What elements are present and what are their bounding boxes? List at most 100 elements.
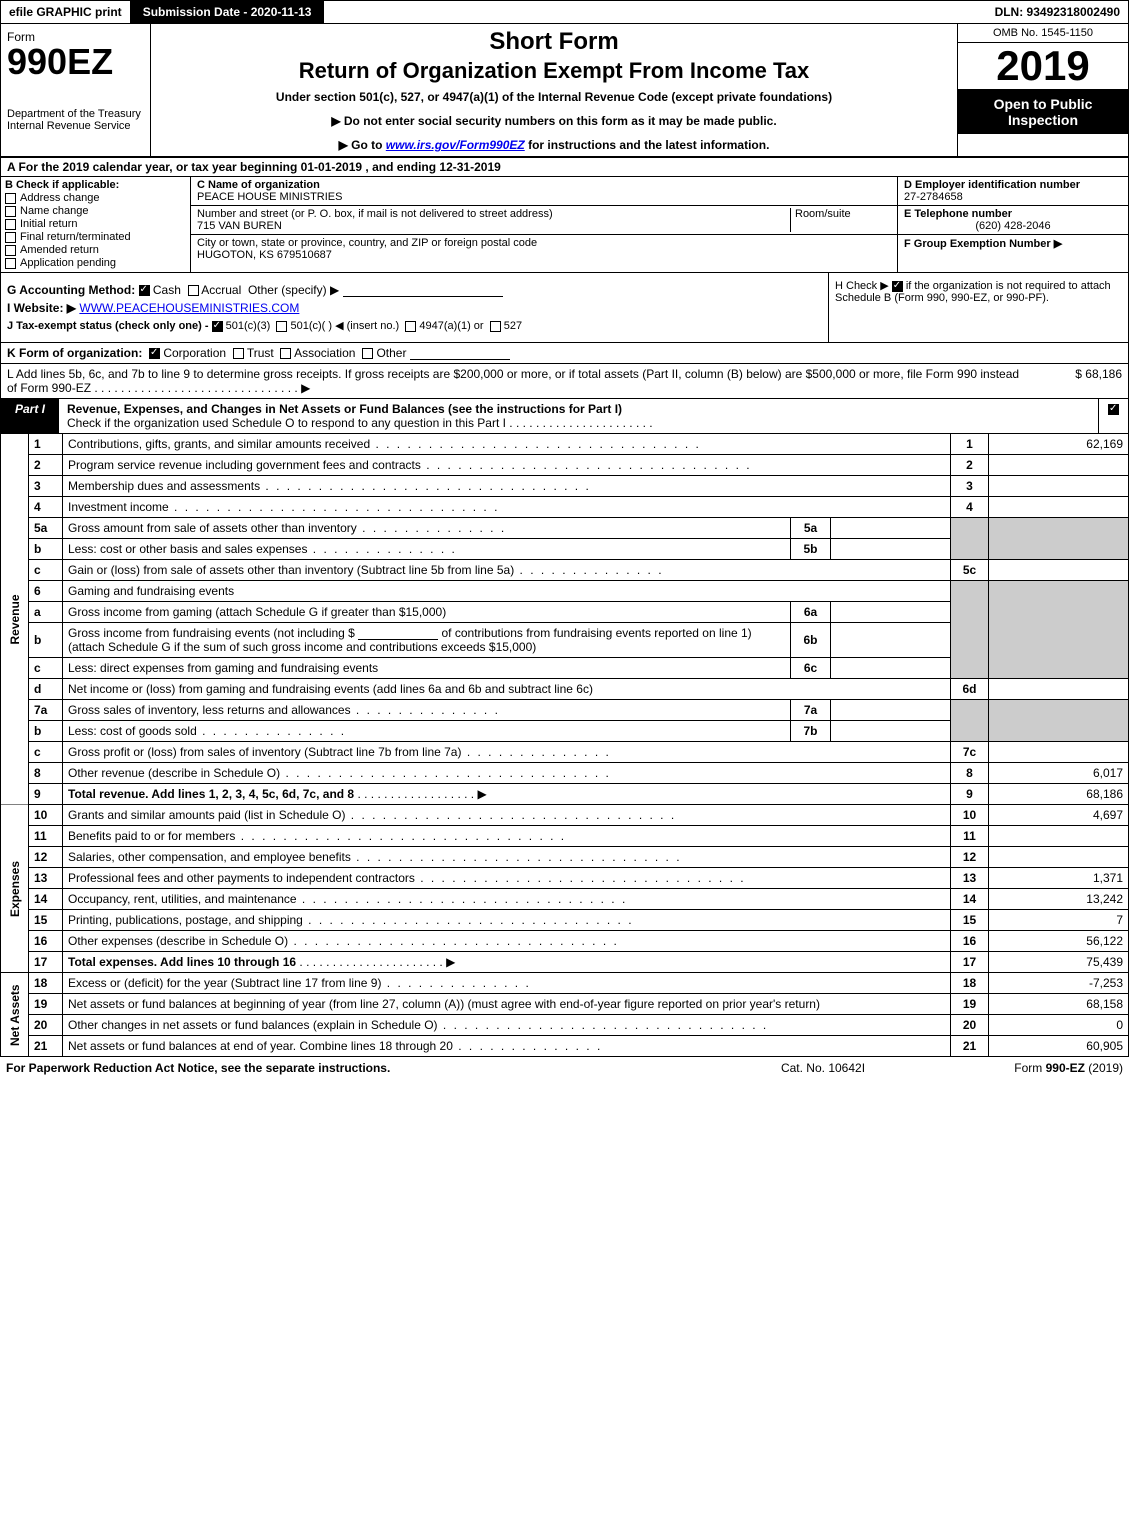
chk-cash[interactable] [139,285,150,296]
instr-goto-post: for instructions and the latest informat… [525,138,770,152]
street-value: 715 VAN BUREN [197,220,282,232]
line-desc: Gross income from fundraising events (no… [63,623,791,658]
line-num: 21 [29,1036,63,1057]
footer-cat: Cat. No. 10642I [723,1061,923,1075]
chk-other[interactable] [362,348,373,359]
checkbox-icon [5,219,16,230]
line-amount [989,679,1129,700]
line-desc: Net assets or fund balances at beginning… [63,994,951,1015]
line-desc: Printing, publications, postage, and shi… [63,910,951,931]
part1-check-text: Check if the organization used Schedule … [67,416,653,430]
line-ref: 6d [951,679,989,700]
line-amount [989,847,1129,868]
chk-name-change[interactable]: Name change [5,205,186,217]
line-i: I Website: ▶ WWW.PEACEHOUSEMINISTRIES.CO… [7,301,822,315]
k-other-input[interactable] [410,346,510,360]
chk-corp[interactable] [149,348,160,359]
efile-label[interactable]: efile GRAPHIC print [1,1,131,23]
table-row: 6 Gaming and fundraising events [1,581,1129,602]
dln-label: DLN: 93492318002490 [987,1,1128,23]
line-ref: 14 [951,889,989,910]
line-ref: 11 [951,826,989,847]
line-ref: 5c [951,560,989,581]
chk-initial-return[interactable]: Initial return [5,218,186,230]
table-row: 9 Total revenue. Add lines 1, 2, 3, 4, 5… [1,784,1129,805]
page-footer: For Paperwork Reduction Act Notice, see … [0,1057,1129,1079]
j-501c-label: 501(c)( ) ◀ (insert no.) [290,320,399,332]
chk-trust[interactable] [233,348,244,359]
line-desc: Less: cost of goods sold [63,721,791,742]
sub-num: 7a [791,700,831,721]
line-ref: 16 [951,931,989,952]
line-desc: Investment income [63,497,951,518]
chk-schedule-b[interactable] [892,281,903,292]
table-row: 13 Professional fees and other payments … [1,868,1129,889]
line-ref: 19 [951,994,989,1015]
phone-value: (620) 428-2046 [904,220,1122,232]
chk-accrual[interactable] [188,285,199,296]
revenue-side-label: Revenue [1,434,29,805]
lines-table: Revenue 1 Contributions, gifts, grants, … [0,434,1129,1057]
line-desc: Professional fees and other payments to … [63,868,951,889]
line-ref: 17 [951,952,989,973]
chk-527[interactable] [490,321,501,332]
table-row: 11 Benefits paid to or for members 11 [1,826,1129,847]
sub-val [831,623,951,658]
chk-501c[interactable] [276,321,287,332]
line-num: 7a [29,700,63,721]
line-amount: 4,697 [989,805,1129,826]
phone-label: E Telephone number [904,208,1012,220]
tax-period-row: A For the 2019 calendar year, or tax yea… [0,158,1129,177]
chk-final-return[interactable]: Final return/terminated [5,231,186,243]
website-link[interactable]: WWW.PEACEHOUSEMINISTRIES.COM [79,301,299,315]
line-desc: Grants and similar amounts paid (list in… [63,805,951,826]
chk-amended-return[interactable]: Amended return [5,244,186,256]
table-row: 19 Net assets or fund balances at beginn… [1,994,1129,1015]
line-desc: Gross profit or (loss) from sales of inv… [63,742,951,763]
line-amount [989,826,1129,847]
checkbox-icon [5,206,16,217]
line-amount: 7 [989,910,1129,931]
line-num: 1 [29,434,63,455]
line-num: 10 [29,805,63,826]
contrib-input[interactable] [358,626,438,640]
line-desc: Gain or (loss) from sale of assets other… [63,560,951,581]
chk-assoc[interactable] [280,348,291,359]
table-row: 2 Program service revenue including gove… [1,455,1129,476]
sub-num: 6c [791,658,831,679]
line-ref: 18 [951,973,989,994]
sub-val [831,700,951,721]
chk-4947[interactable] [405,321,416,332]
g-other-input[interactable] [343,283,503,297]
chk-address-change[interactable]: Address change [5,192,186,204]
line-desc: Total expenses. Add lines 10 through 16 … [63,952,951,973]
ghj-row: G Accounting Method: Cash Accrual Other … [0,273,1129,343]
part1-title-text: Revenue, Expenses, and Changes in Net As… [67,402,622,416]
chk-501c3[interactable] [212,321,223,332]
chk-schedule-o[interactable] [1108,404,1119,415]
line-desc: Less: direct expenses from gaming and fu… [63,658,791,679]
k-assoc-label: Association [294,346,355,360]
line-desc: Gross amount from sale of assets other t… [63,518,791,539]
line-num: c [29,742,63,763]
part1-header: Part I Revenue, Expenses, and Changes in… [0,399,1129,434]
irs-link[interactable]: www.irs.gov/Form990EZ [386,138,525,152]
table-row: 7a Gross sales of inventory, less return… [1,700,1129,721]
line-desc: Occupancy, rent, utilities, and maintena… [63,889,951,910]
top-bar: efile GRAPHIC print Submission Date - 20… [0,0,1129,24]
city-label: City or town, state or province, country… [197,237,537,249]
sub-val [831,658,951,679]
topbar-spacer [324,1,986,23]
shade-cell [951,581,989,679]
chk-application-pending[interactable]: Application pending [5,257,186,269]
line-num: 15 [29,910,63,931]
line-ref: 9 [951,784,989,805]
sub-num: 7b [791,721,831,742]
box-def: D Employer identification number 27-2784… [898,177,1128,272]
instr-no-ssn: ▶ Do not enter social security numbers o… [161,114,947,128]
part1-tag: Part I [1,399,59,433]
line-ref: 1 [951,434,989,455]
line-ref: 8 [951,763,989,784]
line-num: 11 [29,826,63,847]
line-ref: 12 [951,847,989,868]
